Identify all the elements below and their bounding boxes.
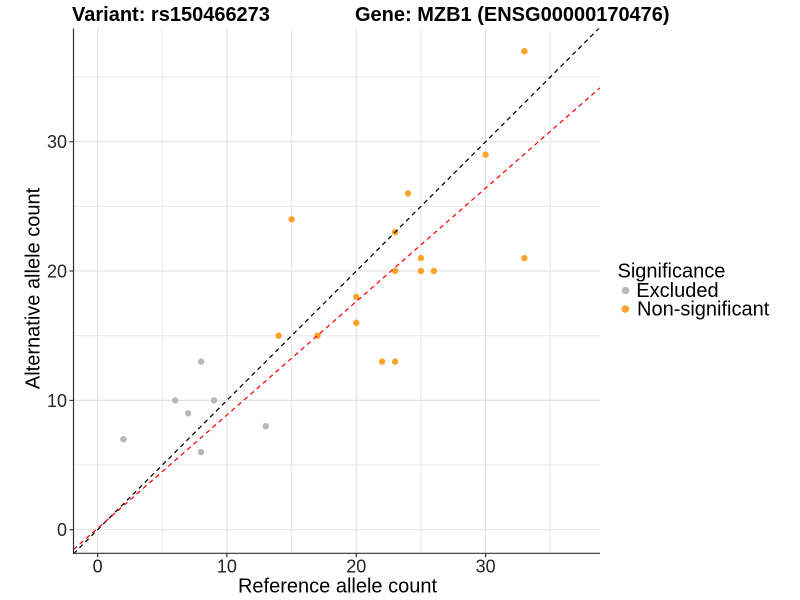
svg-text:20: 20 xyxy=(346,557,366,577)
svg-text:30: 30 xyxy=(476,557,496,577)
svg-text:Reference allele count: Reference allele count xyxy=(238,575,437,597)
svg-text:30: 30 xyxy=(47,132,67,152)
svg-text:Alternative allele count: Alternative allele count xyxy=(23,187,45,389)
svg-text:0: 0 xyxy=(57,520,67,540)
svg-text:Significance: Significance xyxy=(618,261,726,283)
svg-text:20: 20 xyxy=(47,262,67,282)
svg-text:10: 10 xyxy=(47,391,67,411)
svg-text:Excluded: Excluded xyxy=(636,280,718,302)
svg-text:0: 0 xyxy=(93,557,103,577)
svg-text:Non-significant: Non-significant xyxy=(637,299,770,321)
svg-text:10: 10 xyxy=(217,557,237,577)
svg-text:Variant: rs150466273: Variant: rs150466273 xyxy=(72,4,270,26)
svg-text:Gene: MZB1 (ENSG00000170476): Gene: MZB1 (ENSG00000170476) xyxy=(355,4,670,26)
